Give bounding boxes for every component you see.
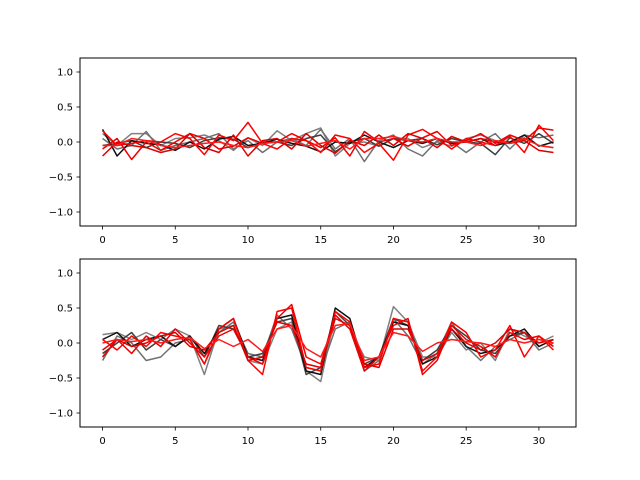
- x-tick-label: 5: [172, 235, 178, 246]
- x-tick-label: 30: [533, 235, 546, 246]
- x-tick-label: 0: [99, 436, 105, 447]
- x-tick-label: 25: [460, 436, 473, 447]
- x-tick-label: 15: [314, 235, 327, 246]
- y-tick-label: 0.5: [57, 304, 73, 315]
- x-tick-label: 10: [242, 436, 255, 447]
- series-line-4: [102, 121, 554, 161]
- y-tick-label: 0.0: [57, 339, 73, 350]
- bottom-plot: 0 5 10 15 20 25 30 −1.0 −0.5 0.0 0.5 1.0: [49, 258, 577, 447]
- series-group: [101, 303, 554, 383]
- y-tick-label: −0.5: [49, 374, 73, 385]
- y-tick-label: 1.0: [57, 68, 73, 79]
- y-tick-label: −1.0: [49, 208, 73, 219]
- series-line-7: [102, 135, 554, 150]
- y-tick-label: −1.0: [49, 409, 73, 420]
- y-tick-label: 0.0: [57, 138, 73, 149]
- x-tick-label: 25: [460, 235, 473, 246]
- series-line-1: [101, 314, 554, 372]
- x-tick-label: 15: [314, 436, 327, 447]
- top-plot: 0 5 10 15 20 25 30 −1.0 −0.5 0.0 0.5 1.0: [49, 57, 577, 246]
- series-line-7: [102, 322, 554, 362]
- series-line-6: [102, 132, 554, 157]
- x-tick-label: 30: [533, 436, 546, 447]
- x-tick-label: 20: [387, 436, 400, 447]
- x-tick-label: 10: [242, 235, 255, 246]
- x-tick-label: 0: [99, 235, 105, 246]
- y-tick-label: 1.0: [57, 269, 73, 280]
- y-tick-label: 0.5: [57, 103, 73, 114]
- x-tick-label: 20: [387, 235, 400, 246]
- series-group: [101, 121, 554, 163]
- x-tick-label: 5: [172, 436, 178, 447]
- y-tick-label: −0.5: [49, 173, 73, 184]
